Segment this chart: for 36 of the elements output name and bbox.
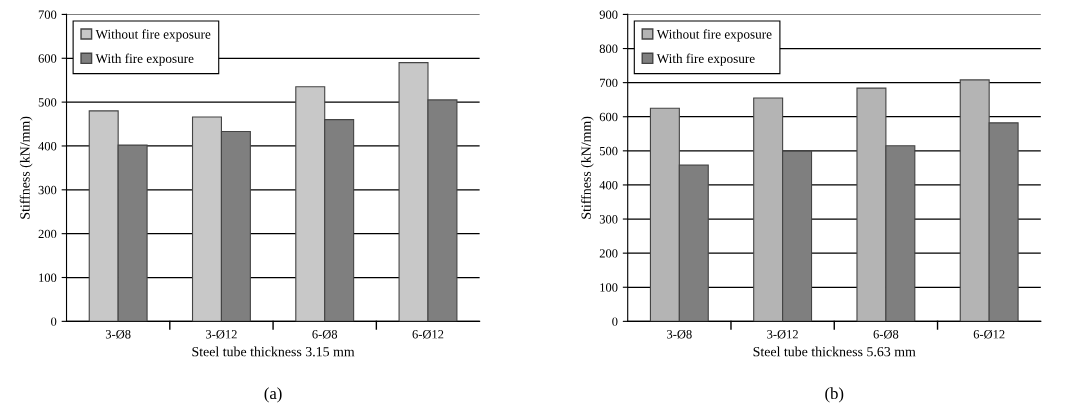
x-tick-label: 3-Ø12 <box>767 329 798 339</box>
y-tick-label: 700 <box>600 78 618 88</box>
y-tick-label: 400 <box>38 141 57 151</box>
y-tick-label: 600 <box>38 54 57 63</box>
y-tick-label: 800 <box>599 44 618 53</box>
legend-label: With fire exposure <box>656 53 755 66</box>
x-tick-label: 6-Ø12 <box>412 329 444 339</box>
y-tick-label: 900 <box>599 10 618 19</box>
y-tick-label: 700 <box>38 10 57 19</box>
x-axis-title: Steel tube thickness 5.63 mm <box>753 346 916 357</box>
x-tick-label: 3-Ø12 <box>206 329 237 339</box>
legend-label: Without fire exposure <box>656 29 772 42</box>
y-tick-label: 500 <box>38 98 57 107</box>
y-tick-label: 0 <box>612 317 618 326</box>
y-tick-label: 600 <box>599 112 618 122</box>
text: (a) <box>264 387 282 403</box>
legend-label: Without fire exposure <box>95 29 211 42</box>
x-tick-label: 6-Ø12 <box>973 329 1005 339</box>
x-tick-label: 3-Ø8 <box>667 329 692 339</box>
y-tick-label: 300 <box>599 215 618 224</box>
y-axis-title: Stiffness (kN/mm) <box>580 116 594 219</box>
x-axis-title: Steel tube thickness 3.15 mm <box>192 346 355 357</box>
x-tick-label: 3-Ø8 <box>105 329 131 339</box>
y-tick-label: 200 <box>599 249 618 258</box>
y-tick-label: 300 <box>38 185 57 195</box>
y-tick-label: 100 <box>39 273 57 282</box>
text: (b) <box>825 387 844 403</box>
x-tick-label: 6-Ø8 <box>312 329 338 339</box>
legend-label: With fire exposure <box>95 53 194 66</box>
x-tick-label: 6-Ø8 <box>873 329 899 339</box>
y-tick-label: 500 <box>599 146 618 156</box>
y-axis-title: Stiffness (kN/mm) <box>19 116 33 219</box>
y-tick-label: 200 <box>38 229 57 239</box>
y-tick-label: 100 <box>600 283 618 292</box>
y-tick-label: 400 <box>599 180 618 190</box>
y-tick-label: 0 <box>51 317 57 326</box>
